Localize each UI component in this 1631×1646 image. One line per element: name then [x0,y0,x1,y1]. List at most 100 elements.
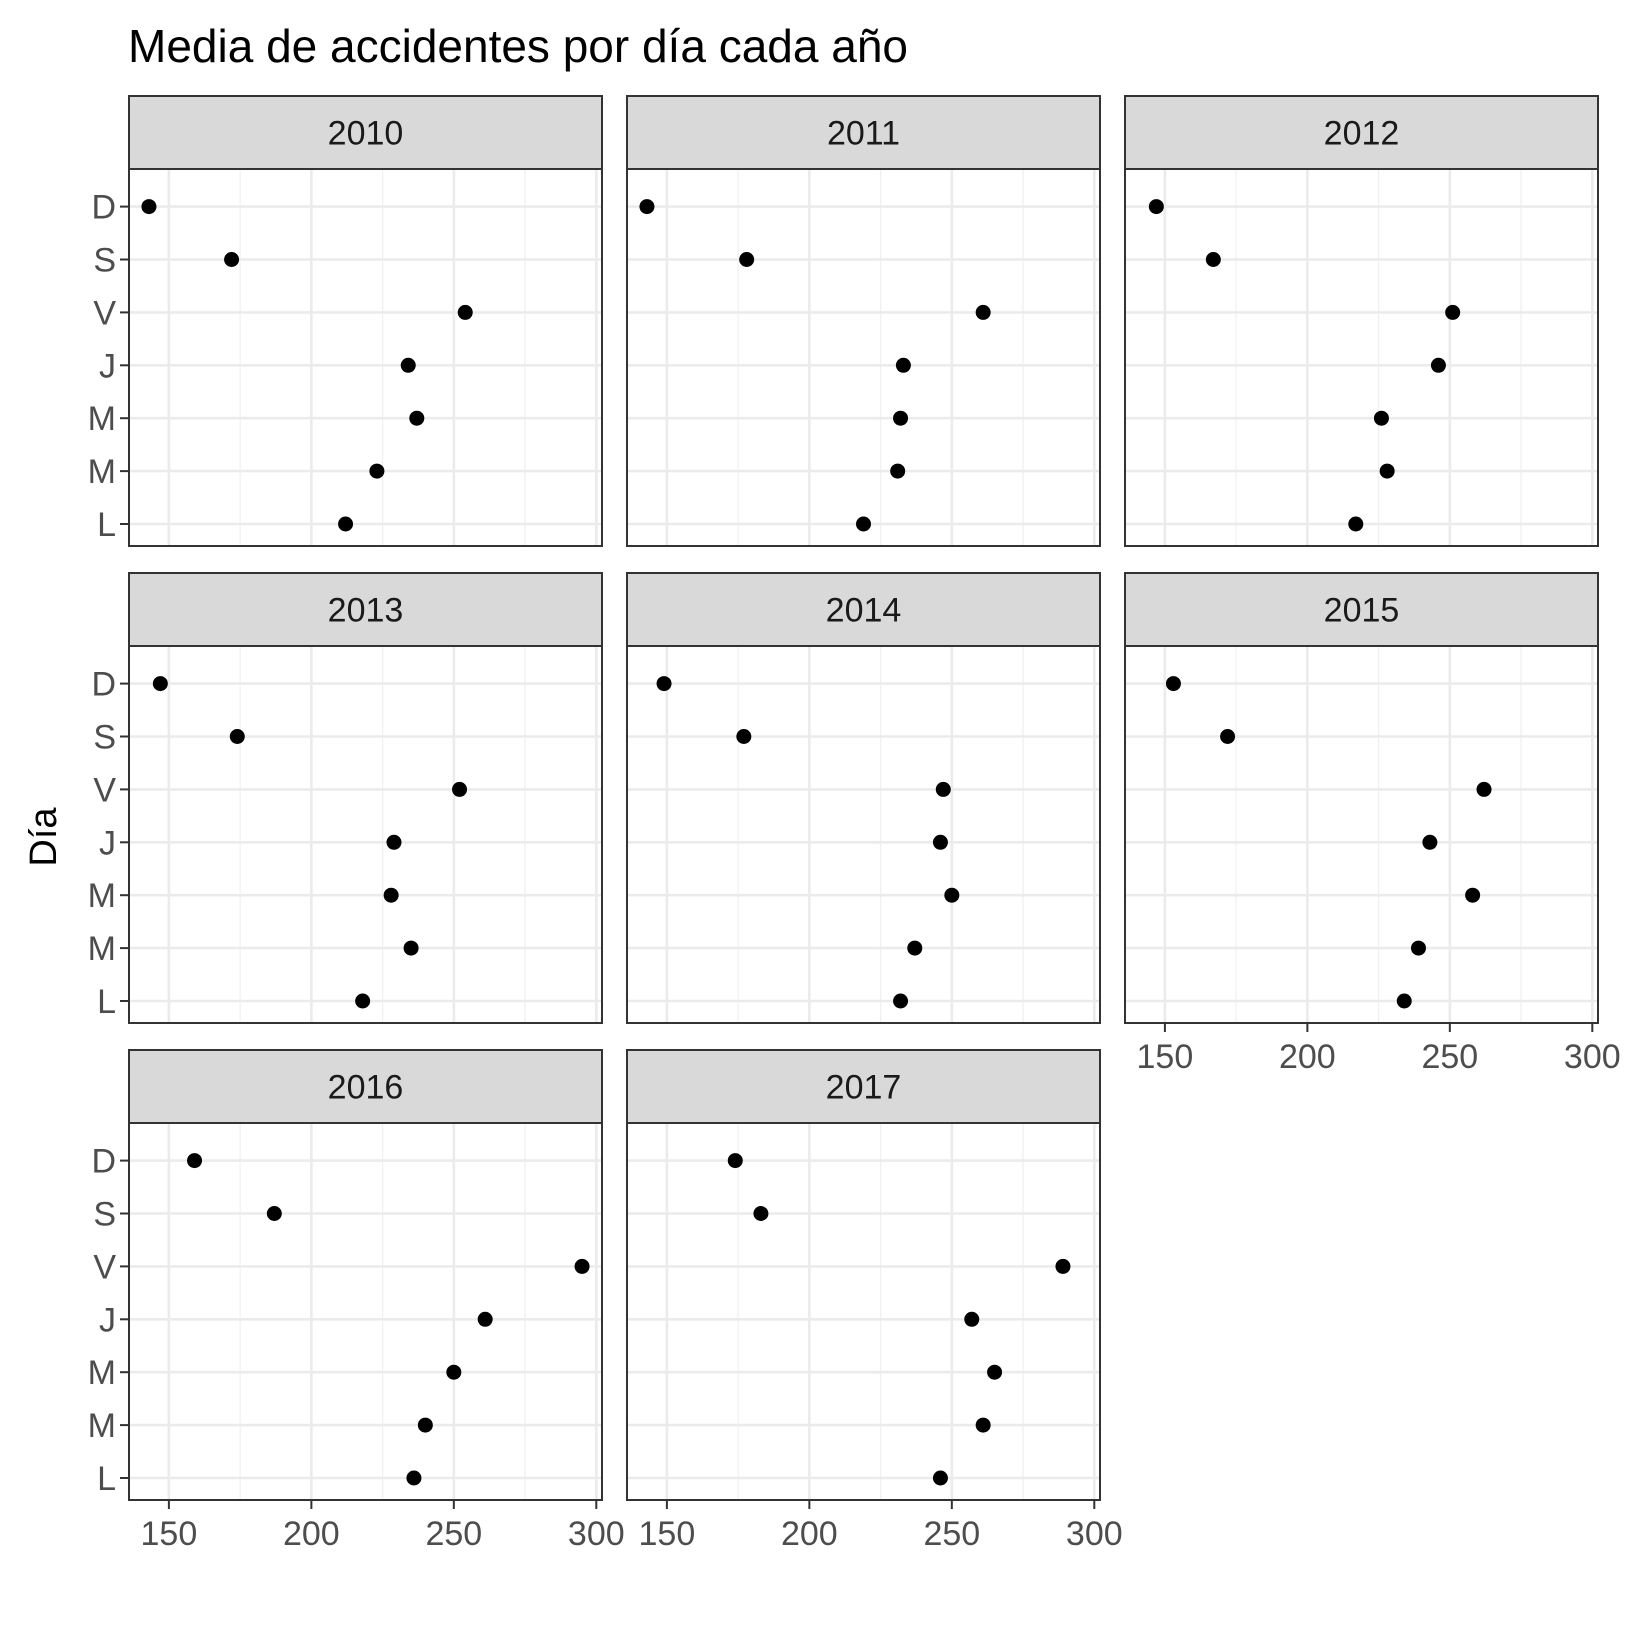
data-point [975,304,991,320]
plot-background [627,1123,1100,1500]
x-tick-label: 150 [141,1515,198,1553]
y-tick-label: L [97,1460,116,1498]
x-tick-label: 250 [425,1515,482,1553]
y-tick-label: S [93,719,116,757]
data-point [574,1258,590,1274]
y-axis-title: Día [23,807,65,867]
data-point [400,357,416,373]
data-point [964,1311,980,1327]
strip-label: 2013 [328,592,404,630]
data-point [403,940,419,956]
panel-border [128,168,603,547]
data-point [452,781,468,797]
data-point [1373,410,1389,426]
plot-background [1125,646,1598,1023]
data-point [656,676,672,692]
data-point [890,463,906,479]
data-point [406,1470,422,1486]
x-tick-label: 300 [1066,1515,1123,1553]
data-point [1465,887,1481,903]
strip-label: 2016 [328,1069,404,1107]
data-point [907,940,923,956]
x-tick-label: 200 [781,1515,838,1553]
x-tick-label: 200 [283,1515,340,1553]
x-tick-label: 300 [568,1515,625,1553]
strip-background [626,572,1101,647]
y-tick-label: J [99,824,116,862]
data-point [446,1364,462,1380]
x-tick-label: 200 [1279,1038,1336,1076]
data-point [1379,463,1395,479]
data-point [229,729,245,744]
panel-2012: 2012 [1124,95,1599,547]
data-point [1430,357,1446,373]
data-point [1205,252,1221,267]
y-tick-label: V [93,1248,116,1286]
data-point [987,1364,1003,1380]
panel-border [626,168,1101,547]
panel-border [1124,645,1599,1024]
strip-label: 2015 [1324,592,1400,630]
y-tick-label: D [91,666,116,704]
panel-border [626,1122,1101,1501]
data-point [736,729,752,744]
strip-background [626,95,1101,170]
data-point [753,1206,769,1221]
data-point [1410,940,1426,956]
y-tick-label: L [97,983,116,1021]
data-point [856,516,871,532]
data-point [386,834,402,850]
data-point [893,410,909,426]
strip-label: 2010 [328,115,404,153]
panel-2015: 2015 150 200 250 300 [1124,572,1621,1076]
strip-background [128,95,603,170]
chart-title: Media de accidentes por día cada año [128,20,908,72]
data-point [383,887,399,903]
y-tick-label: D [91,189,116,227]
data-point [266,1206,282,1221]
y-tick-label: V [93,771,116,809]
data-point [935,781,951,797]
data-point [639,199,655,215]
plot-background [627,169,1100,546]
x-tick-label: 250 [1421,1038,1478,1076]
strip-label: 2011 [827,115,900,153]
panel-2011: 2011 [626,95,1101,547]
panel-border [128,1122,603,1501]
x-tick-label: 150 [1137,1038,1194,1076]
y-tick-label: M [88,1354,116,1392]
data-point [355,993,371,1009]
panel-2017: 2017 150 200 250 300 [626,1049,1123,1553]
data-point [224,252,240,267]
data-point [417,1417,433,1433]
y-tick-label: J [99,1301,116,1339]
data-point [895,357,911,373]
data-point [409,410,425,426]
plot-background [129,1123,602,1500]
data-point [457,304,473,320]
x-tick-label: 150 [639,1515,696,1553]
panel-border [128,645,603,1024]
data-point [1055,1258,1071,1274]
data-point [932,1470,948,1486]
plot-background [627,646,1100,1023]
y-tick-label: J [99,347,116,385]
data-point [141,199,157,215]
y-tick-label: L [97,506,116,544]
data-point [1476,781,1492,797]
y-tick-label: S [93,1196,116,1234]
y-tick-label: M [88,400,116,438]
strip-label: 2012 [1324,115,1400,153]
data-point [1396,993,1412,1009]
data-point [1348,516,1364,532]
y-tick-label: M [88,877,116,915]
strip-label: 2017 [826,1069,902,1107]
data-point [1165,676,1181,692]
data-point [932,834,948,850]
strip-label: 2014 [826,592,902,630]
x-tick-label: 250 [923,1515,980,1553]
data-point [187,1153,203,1169]
